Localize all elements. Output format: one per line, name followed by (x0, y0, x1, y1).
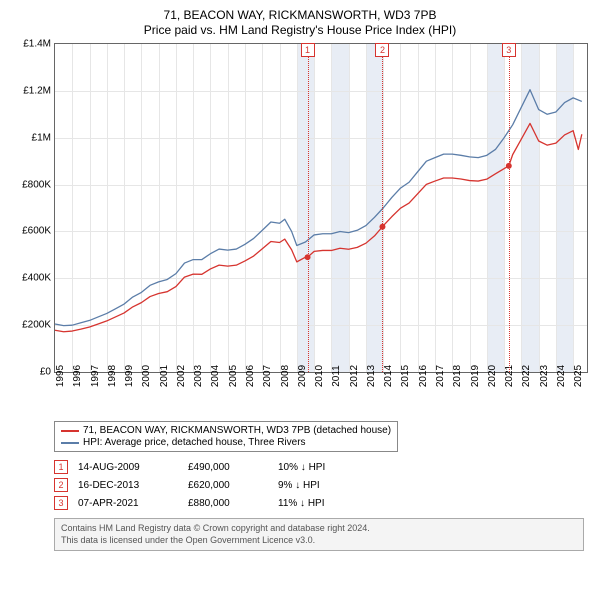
x-tick-label: 2017 (435, 365, 446, 387)
x-tick-label: 2022 (521, 365, 532, 387)
x-tick-label: 2010 (314, 365, 325, 387)
y-tick-label: £1M (32, 132, 51, 143)
x-tick-label: 2008 (280, 365, 291, 387)
y-tick-label: £800K (22, 179, 51, 190)
transaction-row: 2 16-DEC-2013 £620,000 9% ↓ HPI (54, 478, 592, 492)
transaction-row: 3 07-APR-2021 £880,000 11% ↓ HPI (54, 496, 592, 510)
x-tick-label: 1995 (55, 365, 66, 387)
legend-label-hpi: HPI: Average price, detached house, Thre… (83, 437, 306, 448)
transactions-table: 1 14-AUG-2009 £490,000 10% ↓ HPI 2 16-DEC-201… (54, 460, 592, 510)
transaction-marker: 3 (54, 496, 68, 510)
transaction-vs-hpi: 9% ↓ HPI (278, 480, 378, 491)
transaction-price: £490,000 (188, 462, 268, 473)
marker-line (382, 57, 383, 372)
legend-item-property: 71, BEACON WAY, RICKMANSWORTH, WD3 7PB (… (61, 425, 391, 436)
transaction-vs-hpi: 11% ↓ HPI (278, 498, 378, 509)
x-tick-label: 2009 (297, 365, 308, 387)
x-tick-label: 1997 (90, 365, 101, 387)
marker-box: 3 (502, 43, 516, 57)
legend-swatch-property (61, 430, 79, 432)
chart-subtitle: Price paid vs. HM Land Registry's House … (8, 23, 592, 37)
transaction-price: £880,000 (188, 498, 268, 509)
plot-area: £0£200K£400K£600K£800K£1M£1.2M£1.4M19951… (54, 43, 588, 373)
x-tick-label: 2000 (141, 365, 152, 387)
x-tick-label: 2018 (452, 365, 463, 387)
plot-svg (55, 44, 587, 372)
x-tick-label: 2024 (556, 365, 567, 387)
transaction-row: 1 14-AUG-2009 £490,000 10% ↓ HPI (54, 460, 592, 474)
attribution-box: Contains HM Land Registry data © Crown c… (54, 518, 584, 551)
y-tick-label: £1.4M (23, 39, 51, 50)
transaction-price: £620,000 (188, 480, 268, 491)
legend-label-property: 71, BEACON WAY, RICKMANSWORTH, WD3 7PB (… (83, 425, 391, 436)
x-tick-label: 2007 (262, 365, 273, 387)
x-tick-label: 2003 (193, 365, 204, 387)
attribution-line2: This data is licensed under the Open Gov… (61, 535, 577, 547)
transaction-vs-hpi: 10% ↓ HPI (278, 462, 378, 473)
transaction-marker: 2 (54, 478, 68, 492)
x-tick-label: 2015 (400, 365, 411, 387)
legend-item-hpi: HPI: Average price, detached house, Thre… (61, 437, 391, 448)
attribution-line1: Contains HM Land Registry data © Crown c… (61, 523, 577, 535)
price-chart-container: 71, BEACON WAY, RICKMANSWORTH, WD3 7PB P… (0, 0, 600, 559)
transaction-date: 14-AUG-2009 (78, 462, 178, 473)
legend-swatch-hpi (61, 442, 79, 444)
x-tick-label: 2013 (366, 365, 377, 387)
transaction-marker: 1 (54, 460, 68, 474)
x-tick-label: 2012 (349, 365, 360, 387)
x-tick-label: 2005 (228, 365, 239, 387)
x-tick-label: 2002 (176, 365, 187, 387)
x-tick-label: 2004 (210, 365, 221, 387)
y-tick-label: £1.2M (23, 85, 51, 96)
legend: 71, BEACON WAY, RICKMANSWORTH, WD3 7PB (… (54, 421, 398, 452)
x-tick-label: 2006 (245, 365, 256, 387)
chart-title: 71, BEACON WAY, RICKMANSWORTH, WD3 7PB (8, 8, 592, 22)
transaction-date: 16-DEC-2013 (78, 480, 178, 491)
marker-line (308, 57, 309, 372)
x-tick-label: 2011 (331, 365, 342, 387)
y-tick-label: £200K (22, 320, 51, 331)
x-tick-label: 2001 (159, 365, 170, 387)
transaction-date: 07-APR-2021 (78, 498, 178, 509)
x-tick-label: 2025 (573, 365, 584, 387)
series-property (55, 123, 582, 331)
x-tick-label: 2014 (383, 365, 394, 387)
marker-box: 1 (301, 43, 315, 57)
x-tick-label: 1996 (72, 365, 83, 387)
x-tick-label: 2020 (487, 365, 498, 387)
x-tick-label: 1999 (124, 365, 135, 387)
x-tick-label: 1998 (107, 365, 118, 387)
x-tick-label: 2019 (470, 365, 481, 387)
y-tick-label: £400K (22, 273, 51, 284)
x-tick-label: 2023 (539, 365, 550, 387)
series-hpi (55, 90, 582, 326)
y-tick-label: £0 (40, 367, 51, 378)
marker-line (509, 57, 510, 372)
marker-box: 2 (375, 43, 389, 57)
y-tick-label: £600K (22, 226, 51, 237)
plot-inner: £0£200K£400K£600K£800K£1M£1.2M£1.4M19951… (54, 43, 588, 373)
x-tick-label: 2016 (418, 365, 429, 387)
